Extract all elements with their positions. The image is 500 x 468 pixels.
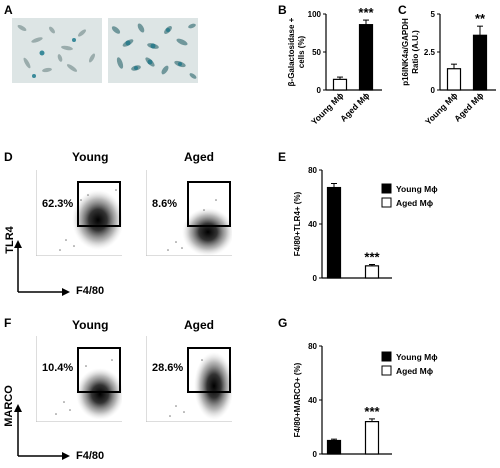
b-bar-0 <box>332 78 348 91</box>
flow-plot-d-young <box>36 170 122 256</box>
f-x-axis-label: F4/80 <box>76 450 105 462</box>
g-ylabel: F4/80+MARCO+ (%) <box>293 362 302 437</box>
f-y-axis-label: MARCO <box>2 385 15 427</box>
e-legend-label-0: Young Mϕ <box>396 184 438 194</box>
c-ylabel-line1: p16INK4a/GAPDH <box>401 18 410 86</box>
g-significance: *** <box>364 404 380 419</box>
b-xtick-label-1: Aged Mϕ <box>338 90 372 124</box>
c-ytick-label: 0 <box>431 86 436 95</box>
f-y-arrowhead <box>14 404 22 412</box>
b-bar-1 <box>358 24 374 91</box>
d-young-pct: 62.3% <box>42 198 74 210</box>
d-x-arrowhead <box>62 288 70 296</box>
e-legend-swatch-0 <box>381 183 392 194</box>
micrograph-aged <box>108 18 198 83</box>
g-legend-label-1: Aged Mϕ <box>396 366 434 376</box>
g-bar-1 <box>364 420 380 455</box>
d-aged-label: Aged <box>184 150 214 164</box>
f-x-arrowhead <box>62 452 70 460</box>
b-ytick-label: 0 <box>317 86 322 95</box>
g-ytick-label: 80 <box>308 342 317 351</box>
c-significance: ** <box>475 11 486 26</box>
c-ylabel-line2: Ratio (A.U.) <box>411 30 420 74</box>
micrograph-young <box>12 18 102 83</box>
chart-b-beta-gal: 0 50 100 β-Galactosidase + cells (%) Young Mϕ… <box>287 5 382 127</box>
b-ylabel-line1: β-Galactosidase + <box>287 17 296 86</box>
g-legend-swatch-0 <box>381 351 392 362</box>
flow-plot-f-young <box>36 336 122 422</box>
c-bar-1 <box>472 34 488 91</box>
panel-label-c: C <box>398 3 407 17</box>
g-bar-0 <box>326 439 342 455</box>
chart-c-p16: 0 2.5 5 p16INK4a/GAPDH Ratio (A.U.) Young Mϕ *… <box>401 10 496 127</box>
e-bar-1 <box>364 265 380 279</box>
e-ytick-label: 0 <box>313 274 318 283</box>
flow-plot-f-aged <box>146 336 232 422</box>
d-y-axis-label: TLR4 <box>3 226 16 254</box>
micrograph-aged-image <box>108 18 198 83</box>
g-legend-label-0: Young Mϕ <box>396 352 438 362</box>
f-young-pct: 10.4% <box>42 362 74 374</box>
g-legend-swatch-1 <box>381 365 392 376</box>
flow-density-d-young <box>36 170 122 256</box>
c-xtick-label-0: Young Mϕ <box>423 90 460 127</box>
c-ytick-label: 5 <box>431 10 436 19</box>
panel-label-f: F <box>4 316 12 330</box>
e-legend-label-1: Aged Mϕ <box>396 198 434 208</box>
panel-label-g: G <box>278 316 288 330</box>
c-ytick-label: 2.5 <box>424 48 436 57</box>
chart-g-marco: 0 40 80 F4/80+MARCO+ (%) *** Young Mϕ Aged Mϕ <box>293 342 438 459</box>
chart-e-tlr4: 0 40 80 F4/80+TLR4+ (%) *** Young Mϕ Aged Mϕ <box>293 166 438 283</box>
e-significance: *** <box>364 250 380 265</box>
d-x-axis-label: F4/80 <box>76 285 105 297</box>
d-aged-pct: 8.6% <box>152 198 178 210</box>
micrograph-young-image <box>12 18 102 83</box>
d-young-label: Young <box>72 150 109 164</box>
f-aged-label: Aged <box>184 318 214 332</box>
b-ylabel-line2: cells (%) <box>297 35 306 68</box>
panel-label-d: D <box>4 150 13 164</box>
b-significance: *** <box>358 5 374 20</box>
flow-density-f-aged <box>146 336 232 422</box>
b-xtick-label-0: Young Mϕ <box>309 90 346 127</box>
panel-label-e: E <box>278 150 287 164</box>
f-axis-arrows <box>14 404 70 460</box>
f-aged-pct: 28.6% <box>152 362 184 374</box>
e-ytick-label: 80 <box>308 166 317 175</box>
g-ytick-label: 0 <box>313 450 318 459</box>
d-y-arrowhead <box>14 240 22 248</box>
b-ytick-label: 50 <box>312 48 321 57</box>
b-ytick-label: 100 <box>308 10 322 19</box>
e-ylabel: F4/80+TLR4+ (%) <box>293 191 302 256</box>
f-young-label: Young <box>72 318 109 332</box>
panel-label-b: B <box>278 3 287 17</box>
c-xtick-label-1: Aged Mϕ <box>452 90 486 124</box>
g-ytick-label: 40 <box>308 396 317 405</box>
flow-density-f-young <box>36 336 122 422</box>
flow-density-d-aged <box>146 170 232 256</box>
d-axis-arrows <box>14 240 70 296</box>
e-legend-swatch-1 <box>381 197 392 208</box>
flow-plot-d-aged <box>146 170 232 256</box>
e-bar-0 <box>326 186 342 279</box>
e-ytick-label: 40 <box>308 220 317 229</box>
c-bar-0 <box>446 68 462 91</box>
panel-label-a: A <box>4 3 13 17</box>
